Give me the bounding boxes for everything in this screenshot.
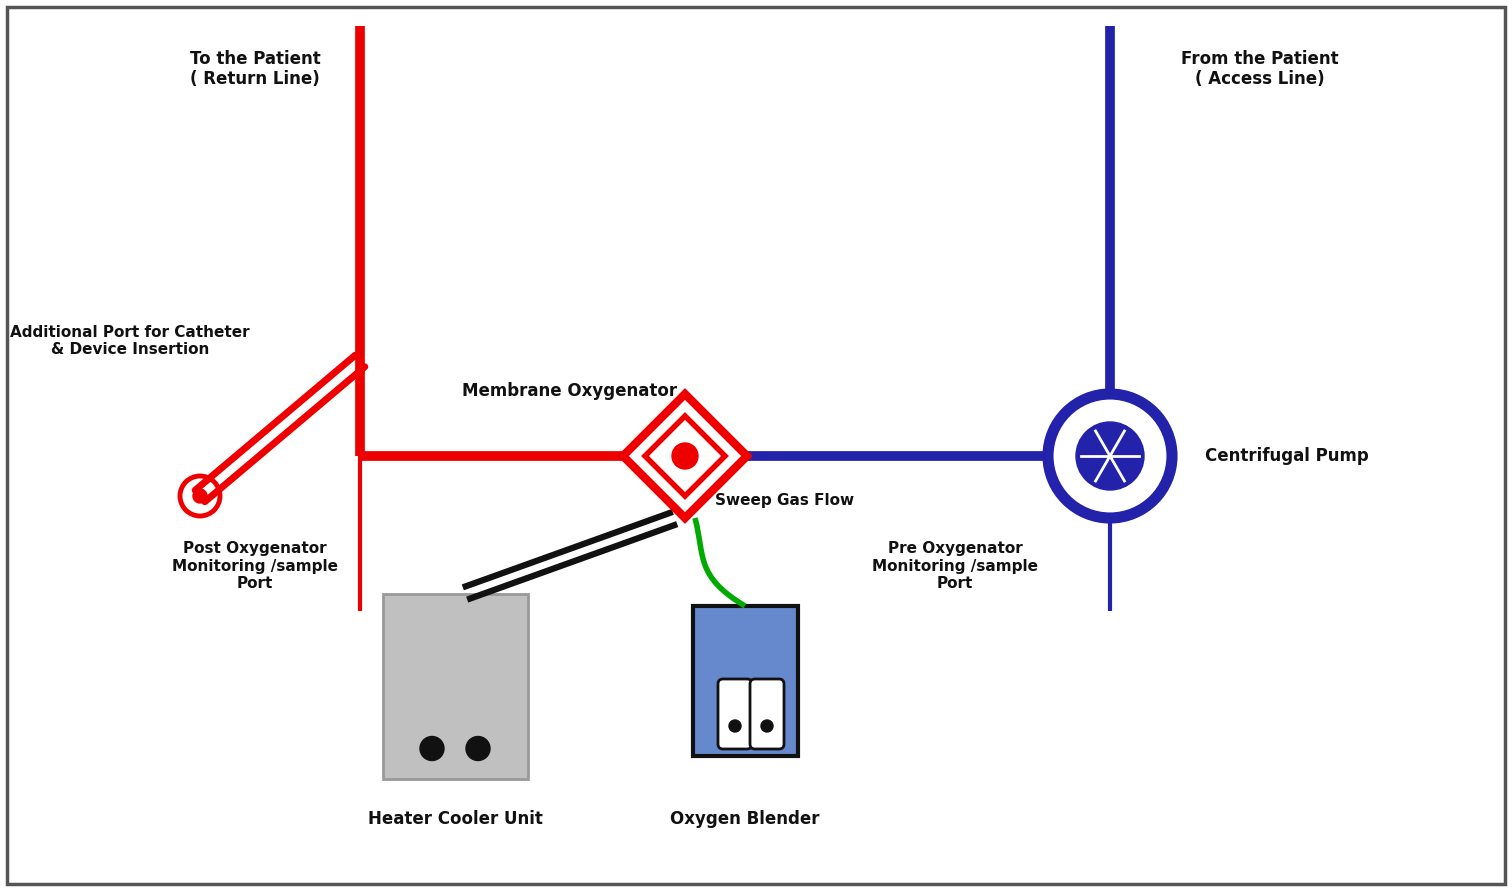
Polygon shape xyxy=(646,416,724,496)
Text: Heater Cooler Unit: Heater Cooler Unit xyxy=(367,810,543,828)
Text: Post Oxygenator
Monitoring /sample
Port: Post Oxygenator Monitoring /sample Port xyxy=(172,541,339,591)
Polygon shape xyxy=(623,394,747,518)
Bar xyxy=(692,606,797,756)
Text: Additional Port for Catheter
& Device Insertion: Additional Port for Catheter & Device In… xyxy=(11,325,249,357)
Circle shape xyxy=(761,720,773,732)
Circle shape xyxy=(729,720,741,732)
Circle shape xyxy=(671,443,699,469)
Text: Centrifugal Pump: Centrifugal Pump xyxy=(1205,447,1368,465)
Bar xyxy=(383,593,528,779)
Circle shape xyxy=(420,737,445,761)
Circle shape xyxy=(1048,394,1172,518)
FancyBboxPatch shape xyxy=(750,679,785,749)
Circle shape xyxy=(466,737,490,761)
Text: Sweep Gas Flow: Sweep Gas Flow xyxy=(715,494,854,509)
Circle shape xyxy=(1077,422,1145,490)
Text: Pre Oxygenator
Monitoring /sample
Port: Pre Oxygenator Monitoring /sample Port xyxy=(872,541,1039,591)
FancyBboxPatch shape xyxy=(718,679,751,749)
Text: Oxygen Blender: Oxygen Blender xyxy=(670,810,820,828)
Text: From the Patient
( Access Line): From the Patient ( Access Line) xyxy=(1181,50,1338,88)
Text: To the Patient
( Return Line): To the Patient ( Return Line) xyxy=(189,50,321,88)
Text: Membrane Oxygenator: Membrane Oxygenator xyxy=(463,382,677,400)
Circle shape xyxy=(194,489,207,503)
